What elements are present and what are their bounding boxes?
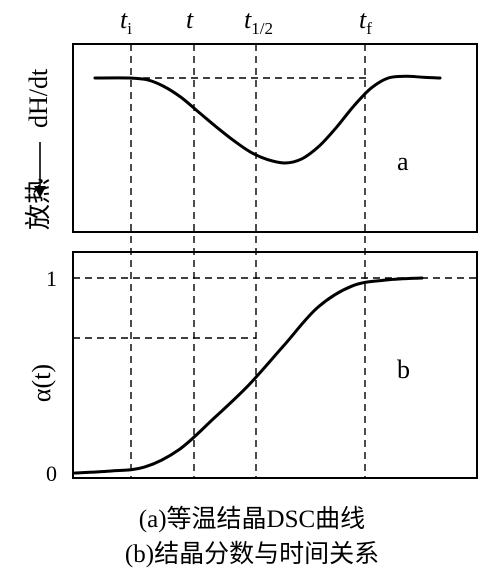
crystallization-fraction-curve xyxy=(73,276,424,475)
time-marker-labels: ti t t1/2 tf xyxy=(120,5,372,38)
time-marker-ti: ti xyxy=(120,5,132,38)
time-marker-t: t xyxy=(186,5,194,34)
panel-b-label: b xyxy=(397,355,410,384)
dsc-curve xyxy=(93,74,442,165)
caption-line-2: (b)结晶分数与时间关系 xyxy=(125,540,379,568)
panel-b-frame xyxy=(72,251,478,479)
ytick-one: 1 xyxy=(46,266,57,291)
panel-a-frame xyxy=(72,43,478,233)
ylabel-exotherm: 放热 xyxy=(24,178,53,230)
ylabel-dhdt: dH/dt xyxy=(24,68,53,128)
ytick-zero: 0 xyxy=(46,461,57,486)
panel-a-label: a xyxy=(397,147,409,176)
panel-a-ylabel: 放热 dH/dt xyxy=(24,68,53,230)
caption-line-1: (a)等温结晶DSC曲线 xyxy=(139,505,365,533)
time-marker-thalf: t1/2 xyxy=(244,5,273,38)
ylabel-alpha: α(t) xyxy=(27,364,56,402)
time-guides xyxy=(130,44,366,478)
time-marker-tf: tf xyxy=(359,5,372,38)
down-arrow-icon xyxy=(34,142,46,198)
